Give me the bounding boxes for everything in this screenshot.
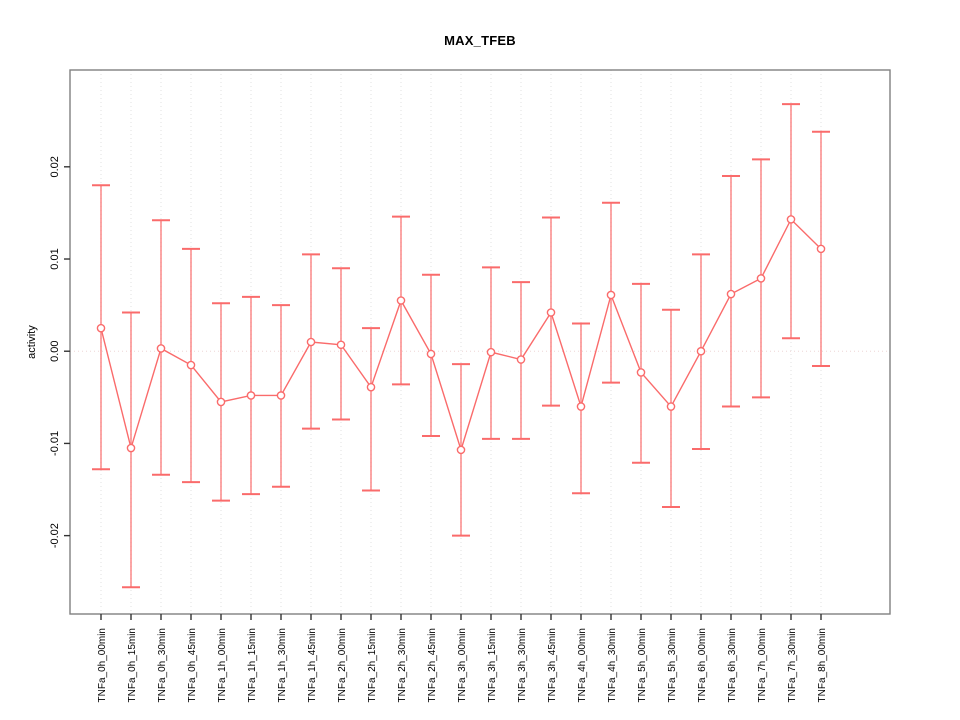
y-tick-label: -0.01: [49, 431, 61, 456]
chart-title: MAX_TFEB: [444, 33, 516, 48]
x-tick-label[interactable]: TNFa_8h_00min: [817, 628, 828, 702]
x-tick-label[interactable]: TNFa_1h_30min: [277, 628, 288, 702]
x-tick-label[interactable]: TNFa_0h_30min: [157, 628, 168, 702]
x-tick-label[interactable]: TNFa_0h_45min: [187, 628, 198, 702]
data-point-marker[interactable]: [306, 337, 316, 347]
data-point-marker[interactable]: [156, 344, 166, 353]
data-point-marker[interactable]: [546, 308, 556, 317]
data-point-marker[interactable]: [516, 355, 526, 364]
x-tick-label[interactable]: TNFa_3h_15min: [487, 628, 498, 702]
x-tick-label[interactable]: TNFa_6h_00min: [697, 628, 708, 702]
y-tick-label: 0.02: [49, 156, 61, 177]
data-point-marker[interactable]: [606, 290, 616, 300]
x-tick-label[interactable]: TNFa_3h_45min: [547, 628, 558, 702]
data-point-marker[interactable]: [486, 347, 496, 357]
data-point-marker[interactable]: [396, 296, 406, 305]
x-tick-label[interactable]: TNFa_7h_00min: [757, 628, 768, 702]
y-tick-label: 0.01: [49, 248, 61, 269]
x-tick-label[interactable]: TNFa_1h_15min: [247, 628, 258, 702]
data-point-marker[interactable]: [756, 274, 766, 283]
plot-frame: [69, 69, 891, 615]
data-point-marker[interactable]: [336, 340, 346, 350]
x-tick-label[interactable]: TNFa_6h_30min: [727, 628, 738, 702]
x-tick-label[interactable]: TNFa_4h_30min: [607, 628, 618, 702]
data-point-marker[interactable]: [246, 391, 256, 400]
data-point-marker[interactable]: [816, 244, 826, 254]
x-tick-label[interactable]: TNFa_1h_00min: [217, 628, 228, 702]
x-tick-label[interactable]: TNFa_0h_15min: [127, 628, 138, 702]
data-point-marker[interactable]: [456, 445, 466, 455]
data-point-marker[interactable]: [426, 349, 436, 359]
y-tick-label: -0.02: [49, 523, 61, 548]
x-tick-label[interactable]: TNFa_2h_30min: [397, 628, 408, 702]
x-tick-label[interactable]: TNFa_7h_30min: [787, 628, 798, 702]
data-point-marker[interactable]: [576, 402, 586, 411]
x-tick-label[interactable]: TNFa_2h_00min: [337, 628, 348, 702]
data-point-marker[interactable]: [666, 402, 676, 411]
x-tick-label[interactable]: TNFa_5h_00min: [637, 628, 648, 702]
data-point-marker[interactable]: [636, 368, 646, 377]
data-point-marker[interactable]: [726, 289, 736, 299]
y-tick-label: 0.00: [49, 341, 61, 362]
x-tick-label[interactable]: TNFa_4h_00min: [577, 628, 588, 702]
data-point-marker[interactable]: [786, 215, 796, 224]
x-tick-label[interactable]: TNFa_2h_45min: [427, 628, 438, 702]
x-tick-label[interactable]: TNFa_3h_30min: [517, 628, 528, 702]
x-tick-label[interactable]: TNFa_1h_45min: [307, 628, 318, 702]
x-tick-label[interactable]: TNFa_3h_00min: [457, 628, 468, 702]
data-point-marker[interactable]: [126, 443, 136, 453]
x-tick-label[interactable]: TNFa_5h_30min: [667, 628, 678, 702]
data-point-marker[interactable]: [96, 323, 106, 333]
data-point-marker[interactable]: [696, 346, 706, 356]
data-point-marker[interactable]: [216, 397, 226, 407]
data-point-marker[interactable]: [276, 391, 286, 400]
x-tick-label[interactable]: TNFa_2h_15min: [367, 628, 378, 702]
data-point-marker[interactable]: [366, 382, 376, 392]
data-point-marker[interactable]: [186, 360, 196, 370]
x-tick-label[interactable]: TNFa_0h_00min: [97, 628, 108, 702]
